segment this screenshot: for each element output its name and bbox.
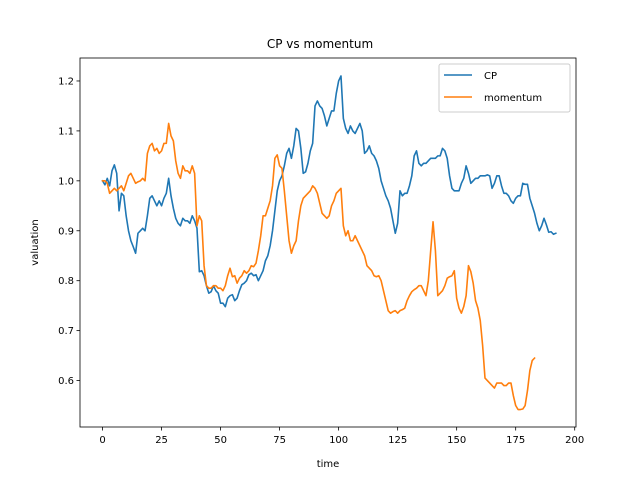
y-tick-label: 0.9 — [58, 226, 74, 237]
x-tick-label: 175 — [506, 435, 525, 446]
plot-frame — [79, 57, 577, 428]
series-line-cp — [101, 75, 557, 308]
y-tick-label: 1.1 — [58, 126, 74, 137]
x-tick-label: 150 — [447, 435, 466, 446]
y-tick-label: 0.7 — [58, 326, 74, 337]
y-tick-label: 0.6 — [58, 376, 74, 387]
x-tick-label: 75 — [273, 435, 286, 446]
y-tick-label: 1.2 — [58, 76, 74, 87]
x-tick-label: 0 — [99, 435, 105, 446]
legend: CP momentum — [438, 63, 571, 113]
x-axis: 0 25 50 75 100 125 150 175 200 — [99, 427, 584, 446]
series-layer — [101, 75, 557, 411]
legend-label-momentum: momentum — [484, 93, 542, 104]
x-tick-label: 100 — [329, 435, 348, 446]
legend-label-cp: CP — [484, 71, 497, 82]
x-tick-label: 50 — [214, 435, 227, 446]
x-axis-title: time — [317, 459, 340, 470]
y-axis-title: valuation — [30, 219, 41, 265]
chart-title: CP vs momentum — [267, 37, 373, 51]
series-line-momentum — [101, 122, 536, 411]
x-tick-label: 25 — [155, 435, 168, 446]
y-tick-label: 1.0 — [58, 176, 74, 187]
y-tick-label: 0.8 — [58, 276, 74, 287]
legend-box — [438, 63, 571, 113]
x-tick-label: 200 — [565, 435, 584, 446]
y-axis: 0.6 0.7 0.8 0.9 1.0 1.1 1.2 — [58, 76, 80, 387]
x-tick-label: 125 — [388, 435, 407, 446]
